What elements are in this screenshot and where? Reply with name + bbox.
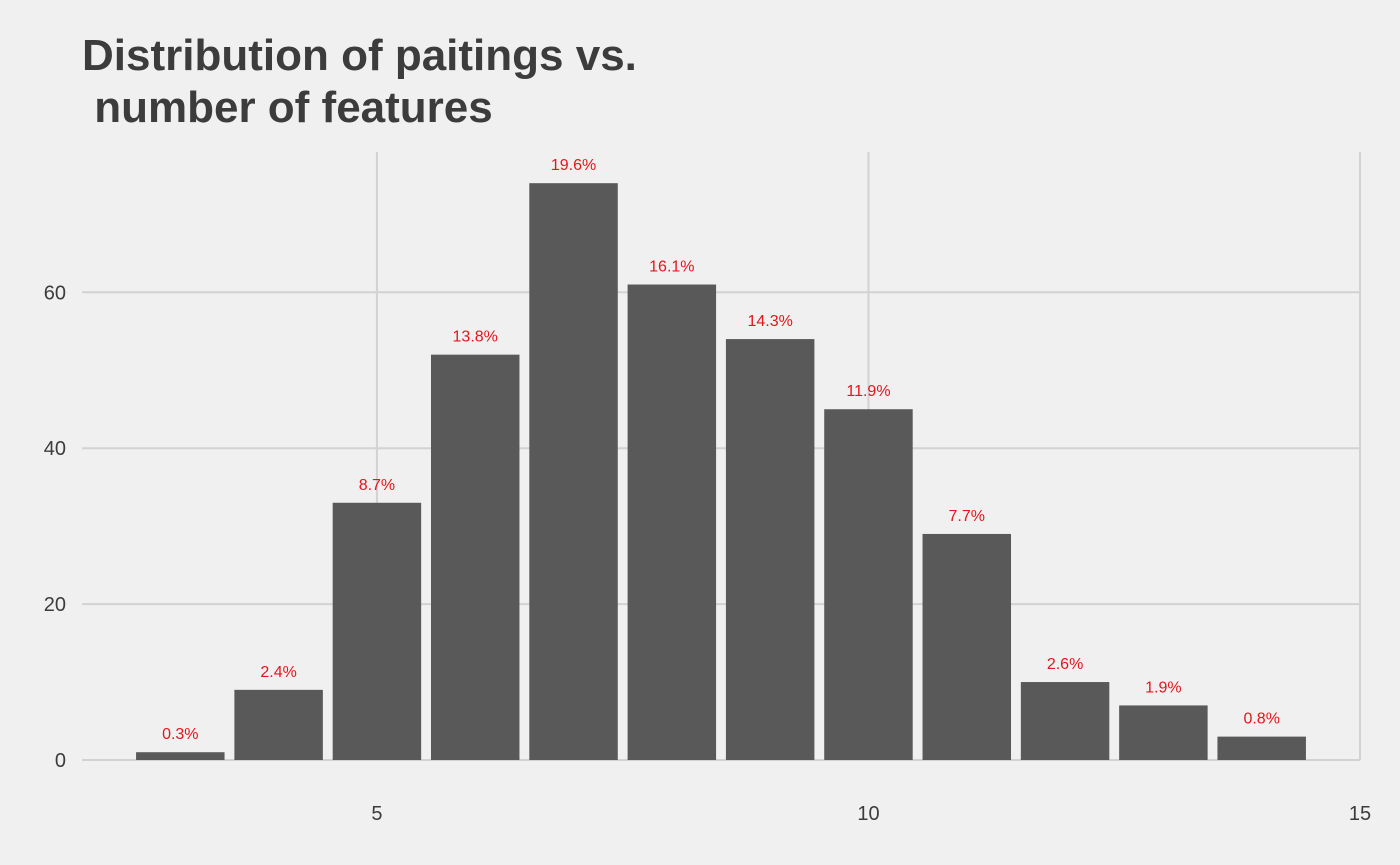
y-tick-label: 20 <box>44 594 66 616</box>
bar <box>1119 705 1208 760</box>
bar-percent-label: 19.6% <box>551 157 596 174</box>
chart-title: Distribution of paitings vs. number of f… <box>82 31 637 132</box>
bar <box>136 752 225 760</box>
bar-percent-label: 2.4% <box>260 664 296 681</box>
bar <box>430 354 520 760</box>
bar <box>1217 736 1306 760</box>
bar <box>234 689 323 760</box>
bar-percent-label: 0.3% <box>162 726 198 743</box>
y-tick-label: 40 <box>44 438 66 460</box>
bar-percent-label: 8.7% <box>359 477 395 494</box>
bar <box>824 409 913 760</box>
bar-percent-label: 16.1% <box>649 259 694 276</box>
bar <box>627 284 717 760</box>
bar <box>332 502 422 760</box>
bar-percent-label: 14.3% <box>747 313 792 330</box>
bar-layer <box>136 183 1306 760</box>
axis-label-layer: 0 20 40 60 5 10 15 <box>44 282 1371 825</box>
x-tick-label: 5 <box>371 803 382 825</box>
bar-percent-label: 1.9% <box>1145 679 1181 696</box>
y-tick-label: 0 <box>55 750 66 772</box>
bar-percent-label: 2.6% <box>1047 656 1083 673</box>
bar <box>529 183 618 760</box>
x-tick-label: 15 <box>1349 803 1371 825</box>
bar <box>725 339 815 760</box>
y-tick-label: 60 <box>44 282 66 304</box>
bar-percent-label: 0.8% <box>1243 711 1279 728</box>
bar <box>1020 682 1110 760</box>
bar-percent-label: 11.9% <box>846 383 890 400</box>
bar-percent-label: 13.8% <box>453 329 498 346</box>
x-tick-label: 10 <box>857 803 879 825</box>
bar <box>922 533 1012 760</box>
bar-percent-label: 7.7% <box>949 508 985 525</box>
data-label-layer: 0.3% 2.4% 8.7% 13.8% 19.6% 16.1% 14.3% 11.9% 7.7… <box>162 157 1280 743</box>
